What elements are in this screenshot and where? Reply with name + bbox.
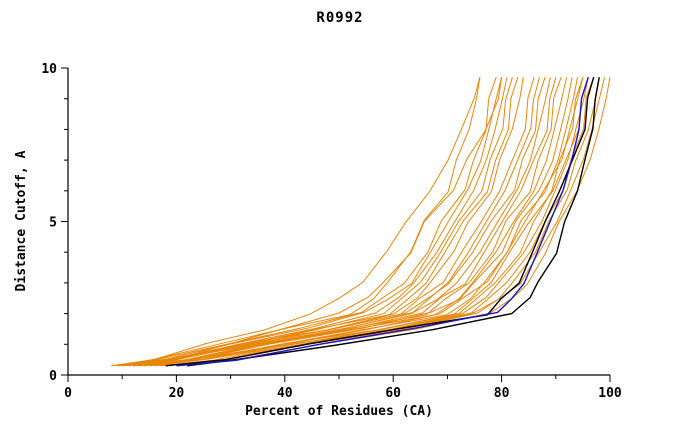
model-curve-orange: [127, 77, 524, 367]
model-curve-orange: [154, 77, 589, 367]
x-tick-label: 60: [385, 386, 401, 401]
model-curve-orange: [127, 77, 540, 367]
model-curve-orange: [122, 77, 513, 367]
model-curve-orange: [122, 77, 481, 367]
model-curve-orange: [122, 77, 535, 367]
y-tick-label: 10: [41, 62, 57, 77]
model-curve-orange: [154, 77, 595, 367]
x-tick-label: 80: [494, 386, 510, 401]
x-tick-label: 0: [64, 386, 72, 401]
model-curve-orange: [132, 77, 503, 367]
x-tick-label: 40: [277, 386, 293, 401]
model-curve-orange: [132, 77, 562, 367]
x-tick-label: 20: [169, 386, 185, 401]
model-curve-blue: [176, 76, 589, 367]
model-curve-orange: [132, 77, 519, 367]
y-tick-label: 5: [49, 216, 57, 231]
model-curve-orange: [122, 77, 546, 367]
model-curve-orange: [138, 77, 557, 367]
model-curve-orange: [116, 77, 503, 367]
model-curve-orange: [143, 77, 584, 367]
y-tick-label: 0: [49, 369, 57, 384]
x-axis-label: Percent of Residues (CA): [245, 404, 433, 419]
model-curve-black: [187, 77, 600, 367]
model-curve-orange: [132, 77, 551, 367]
model-curve-black: [165, 77, 595, 367]
model-curve-orange: [111, 77, 481, 367]
chart-title: R0992: [316, 10, 364, 26]
x-tick-label: 100: [598, 386, 622, 401]
model-curve-orange: [138, 77, 573, 367]
